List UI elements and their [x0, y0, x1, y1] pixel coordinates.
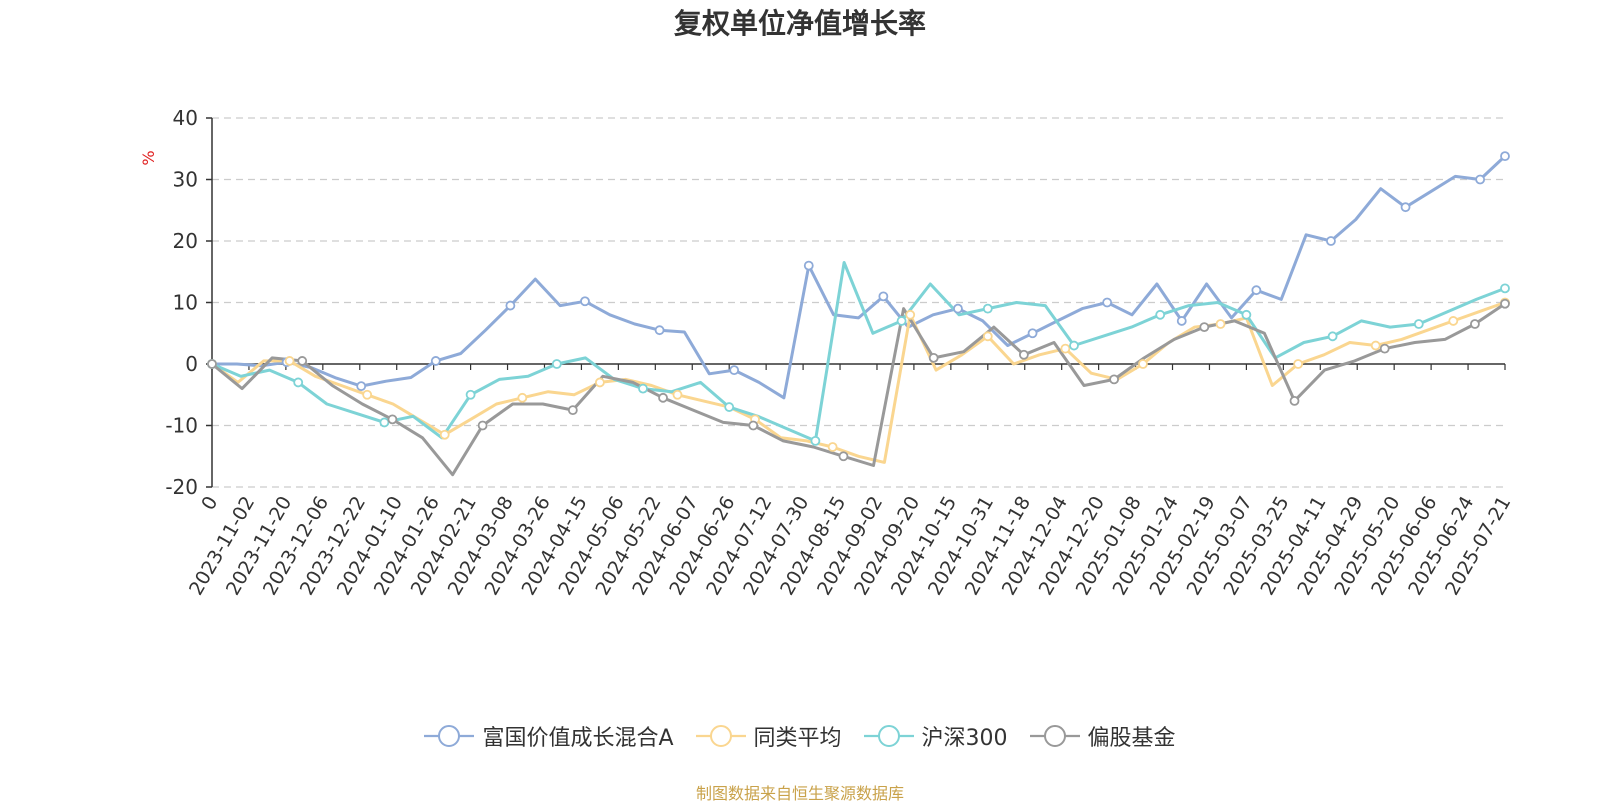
data-point-marker: [729, 365, 740, 376]
data-point-marker: [1500, 151, 1510, 162]
data-point-marker: [517, 392, 528, 403]
data-point-marker: [982, 331, 993, 342]
data-point-marker: [1500, 283, 1510, 294]
data-point-marker: [878, 291, 889, 302]
data-point-marker: [362, 389, 373, 400]
data-point-marker: [387, 414, 398, 425]
data-point-marker: [1138, 359, 1148, 369]
legend-item-0[interactable]: 富国价值成长混合A: [424, 720, 674, 752]
y-tick-label: 30: [173, 168, 198, 192]
legend: 富国价值成长混合A 同类平均 沪深300 偏股基金: [0, 720, 1600, 752]
data-point-marker: [1199, 322, 1210, 333]
data-point-marker: [1400, 202, 1411, 213]
data-point-marker: [953, 303, 963, 314]
data-point-marker: [838, 451, 849, 462]
data-point-marker: [1069, 340, 1079, 351]
data-point-marker: [207, 359, 217, 369]
data-point-marker: [1109, 374, 1119, 385]
data-point-marker: [1500, 298, 1510, 309]
y-tick-label: 10: [173, 291, 198, 315]
y-tick-label: -10: [165, 414, 198, 438]
data-point-marker: [1241, 309, 1252, 320]
data-point-marker: [505, 300, 516, 311]
data-point-marker: [672, 389, 683, 400]
data-point-marker: [551, 359, 562, 369]
y-axis-label: %: [139, 150, 158, 165]
y-tick-label: -20: [165, 475, 198, 499]
data-point-marker: [284, 356, 295, 366]
series-lines: [211, 155, 1507, 477]
data-point-marker: [297, 356, 308, 366]
data-point-marker: [1448, 316, 1459, 326]
data-point-marker: [1102, 297, 1113, 308]
legend-item-2[interactable]: 沪深300: [863, 720, 1008, 752]
source-note: 制图数据来自恒生聚源数据库: [695, 784, 904, 803]
data-point-marker: [1060, 343, 1071, 354]
data-point-marker: [928, 352, 939, 363]
data-point-marker: [379, 417, 390, 428]
data-point-marker: [595, 377, 605, 388]
data-point-marker: [724, 402, 735, 412]
data-point-marker: [567, 405, 578, 416]
data-point-marker: [982, 303, 993, 314]
series-line-0: [212, 155, 1507, 400]
data-point-marker: [1327, 331, 1338, 342]
data-point-marker: [1027, 328, 1038, 339]
legend-label: 偏股基金: [1087, 726, 1176, 751]
legend-line-icon: [424, 725, 475, 747]
data-point-marker: [356, 381, 367, 392]
data-point-marker: [658, 392, 668, 403]
data-point-marker: [803, 260, 814, 271]
data-point-marker: [1155, 309, 1166, 320]
data-point-marker: [1470, 319, 1480, 329]
data-point-marker: [748, 420, 759, 431]
data-point-marker: [1293, 359, 1304, 369]
data-point-marker: [1251, 285, 1262, 296]
data-point-marker: [827, 442, 838, 452]
legend-item-3[interactable]: 偏股基金: [1029, 720, 1176, 752]
data-point-marker: [293, 377, 304, 388]
data-point-marker: [580, 296, 590, 307]
x-tick-label: 0: [197, 493, 222, 514]
data-point-marker: [1176, 316, 1187, 326]
legend-line-icon: [863, 725, 914, 747]
data-point-marker: [477, 420, 488, 431]
data-point-marker: [1289, 395, 1300, 406]
data-point-marker: [430, 356, 441, 366]
legend-line-icon: [1029, 725, 1080, 747]
legend-label: 沪深300: [921, 726, 1008, 751]
legend-label: 同类平均: [753, 726, 842, 751]
series-markers: [207, 151, 1510, 462]
y-tick-label: 0: [185, 352, 198, 376]
data-point-marker: [638, 383, 648, 394]
data-point-marker: [465, 389, 476, 400]
data-point-marker: [1379, 343, 1390, 354]
series-line-1: [211, 301, 1506, 464]
legend-line-icon: [695, 725, 746, 747]
series-line-3: [211, 302, 1506, 477]
data-point-marker: [654, 325, 665, 336]
legend-label: 富国价值成长混合A: [482, 726, 674, 751]
grid-lines: [212, 117, 1505, 488]
data-point-marker: [810, 435, 821, 446]
y-tick-label: 40: [173, 106, 198, 130]
data-point-marker: [905, 309, 916, 320]
series-line-2: [211, 261, 1506, 443]
data-point-marker: [1413, 319, 1424, 329]
legend-item-1[interactable]: 同类平均: [695, 720, 842, 752]
data-point-marker: [1370, 340, 1381, 351]
data-point-marker: [896, 316, 907, 326]
chart-title: 复权单位净值增长率: [673, 7, 926, 40]
data-point-marker: [1475, 174, 1486, 185]
data-point-marker: [1326, 236, 1336, 246]
y-tick-label: 20: [173, 229, 198, 253]
data-point-marker: [1018, 349, 1029, 360]
data-point-marker: [439, 429, 450, 440]
data-point-marker: [1215, 319, 1226, 329]
